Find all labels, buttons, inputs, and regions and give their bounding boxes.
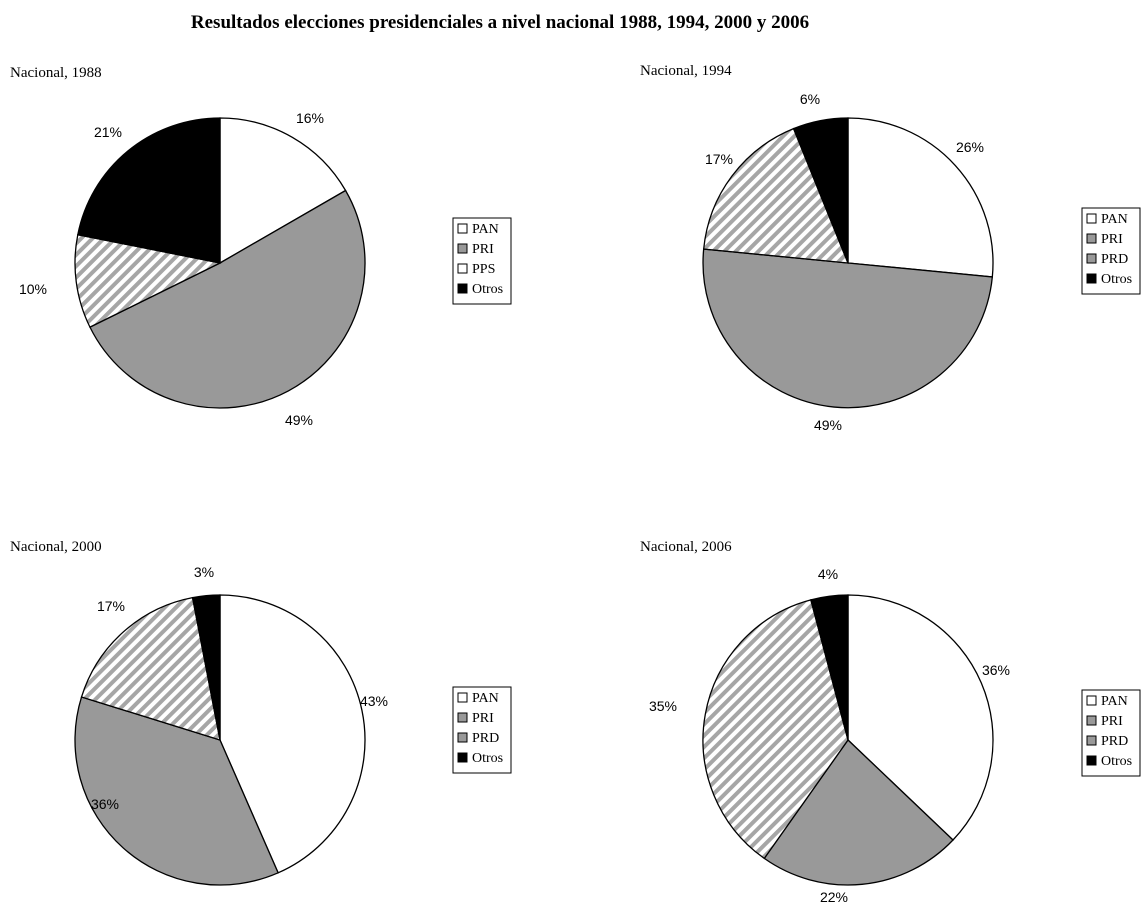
legend-swatch-pan bbox=[1086, 213, 1097, 224]
pie-chart-2: Nacional, 2000 43% 36% 17% 3% PAN PRI PRD Otros bbox=[10, 539, 512, 886]
data-label-pri: 49% bbox=[285, 412, 313, 428]
legend-swatch-otros bbox=[457, 752, 468, 763]
pie-slice-otros bbox=[792, 117, 849, 264]
pie-slice-pps bbox=[74, 233, 223, 329]
pie-slice-pan bbox=[219, 594, 366, 874]
legend-label-pan: PAN bbox=[1101, 694, 1128, 709]
data-label-pri: 36% bbox=[91, 796, 119, 812]
legend-label-prd: PRD bbox=[1101, 734, 1128, 749]
legend-swatch-otros bbox=[457, 283, 468, 294]
data-label-pri: 49% bbox=[814, 417, 842, 433]
legend-swatch-prd bbox=[457, 732, 468, 743]
legend-label-pan: PAN bbox=[472, 222, 499, 237]
pie-slice-prd bbox=[702, 599, 849, 860]
pie-chart-0: Nacional, 1988 16% 49% 10% 21% PAN PRI PPS Otros bbox=[10, 65, 512, 428]
data-label-prd: 35% bbox=[649, 698, 677, 714]
legend-swatch-otros bbox=[1086, 755, 1097, 766]
pie-slice-prd bbox=[702, 127, 850, 264]
pie-slice-pan bbox=[847, 117, 994, 278]
legend-swatch-pri bbox=[457, 243, 468, 254]
legend-label-otros: Otros bbox=[472, 282, 503, 297]
legend-swatch-pri bbox=[1086, 233, 1097, 244]
data-label-pps: 10% bbox=[19, 281, 47, 297]
pie-slice-otros bbox=[191, 594, 221, 741]
pie-slice-pri bbox=[89, 189, 366, 409]
chart-title: Nacional, 2000 bbox=[10, 539, 102, 555]
pie-slice-otros bbox=[810, 594, 849, 741]
legend-swatch-pri bbox=[1086, 715, 1097, 726]
chart-title: Nacional, 1994 bbox=[640, 63, 732, 79]
pie-slice-otros bbox=[77, 117, 221, 264]
legend-swatch-prd bbox=[1086, 735, 1097, 746]
legend-label-pan: PAN bbox=[472, 691, 499, 706]
data-label-pan: 26% bbox=[956, 139, 984, 155]
legend-label-pri: PRI bbox=[472, 242, 494, 257]
pie-slice-prd bbox=[80, 596, 221, 741]
data-label-pan: 36% bbox=[982, 662, 1010, 678]
legend-label-pan: PAN bbox=[1101, 212, 1128, 227]
legend-label-prd: PRD bbox=[1101, 252, 1128, 267]
legend-swatch-otros bbox=[1086, 273, 1097, 284]
legend-swatch-pri bbox=[457, 712, 468, 723]
legend-swatch-pps bbox=[457, 263, 468, 274]
legend-label-otros: Otros bbox=[1101, 754, 1132, 769]
legend-label-pps: PPS bbox=[472, 262, 495, 277]
pie-chart-3: Nacional, 2006 36% 22% 35% 4% PAN PRI PRD Otros bbox=[640, 539, 1141, 905]
data-label-prd: 17% bbox=[705, 151, 733, 167]
chart-title: Nacional, 1988 bbox=[10, 65, 102, 81]
chart-title: Nacional, 2006 bbox=[640, 539, 732, 555]
data-label-otros: 21% bbox=[94, 124, 122, 140]
pie-slice-pan bbox=[219, 117, 347, 265]
pie-chart-1: Nacional, 1994 26% 49% 17% 6% PAN PRI PRD Otros bbox=[640, 63, 1141, 433]
data-label-pri: 22% bbox=[820, 889, 848, 905]
legend-label-otros: Otros bbox=[472, 751, 503, 766]
legend-swatch-prd bbox=[1086, 253, 1097, 264]
legend-label-otros: Otros bbox=[1101, 272, 1132, 287]
pie-slice-pan bbox=[847, 594, 994, 841]
main-title: Resultados elecciones presidenciales a n… bbox=[190, 12, 810, 33]
data-label-pan: 16% bbox=[296, 110, 324, 126]
legend-label-pri: PRI bbox=[1101, 714, 1123, 729]
data-label-otros: 6% bbox=[800, 91, 820, 107]
legend-label-pri: PRI bbox=[1101, 232, 1123, 247]
pie-slice-pri bbox=[74, 696, 279, 886]
data-label-otros: 3% bbox=[194, 564, 214, 580]
data-label-otros: 4% bbox=[818, 566, 838, 582]
legend-swatch-pan bbox=[457, 692, 468, 703]
data-label-prd: 17% bbox=[97, 598, 125, 614]
pie-slice-pri bbox=[702, 248, 994, 409]
data-label-pan: 43% bbox=[360, 693, 388, 709]
legend-swatch-pan bbox=[457, 223, 468, 234]
legend-label-prd: PRD bbox=[472, 731, 499, 746]
pie-slice-pri bbox=[763, 739, 954, 886]
legend-swatch-pan bbox=[1086, 695, 1097, 706]
legend-label-pri: PRI bbox=[472, 711, 494, 726]
